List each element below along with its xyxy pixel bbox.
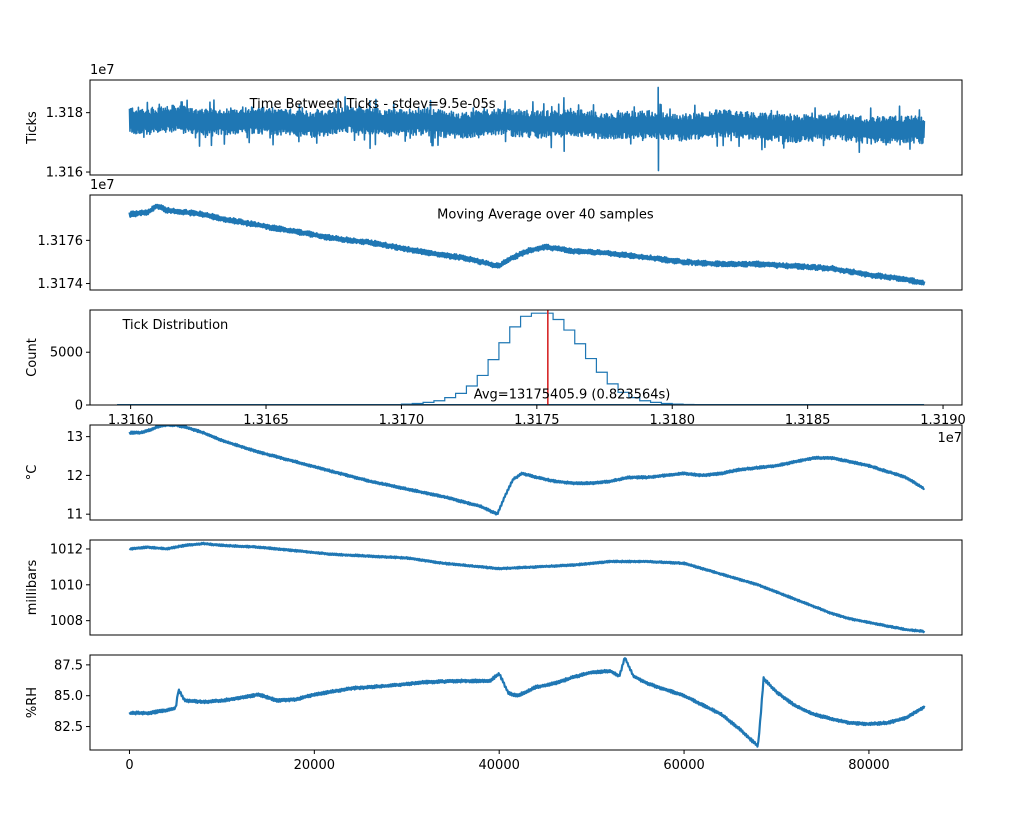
temperature-ytick-label: 12 bbox=[66, 469, 83, 484]
moving-average-ytick-label: 1.3176 bbox=[38, 234, 84, 249]
temperature-series-line bbox=[128, 425, 926, 516]
moving-average-series-line bbox=[128, 203, 926, 286]
tick-distribution-xtick-label: 1.3175 bbox=[514, 413, 560, 428]
moving-average-frame bbox=[89, 194, 963, 291]
pressure-axes: 1008 1010 1012 millibars bbox=[25, 539, 963, 636]
temperature-ylabel: °C bbox=[25, 465, 40, 481]
ticks-offset-text: 1e7 bbox=[90, 63, 115, 78]
tick-distribution-ytick-label: 0 bbox=[75, 399, 83, 414]
humidity-series-line bbox=[128, 657, 926, 748]
tick-distribution-frame bbox=[89, 309, 963, 406]
ticks-ytick-label: 1.318 bbox=[46, 106, 83, 121]
ticks-ytick-label: 1.316 bbox=[46, 166, 83, 181]
humidity-ytick-label: 85.0 bbox=[54, 689, 83, 704]
tick-distribution-step-outline bbox=[368, 312, 717, 405]
moving-average-ytick-label: 1.3174 bbox=[38, 277, 84, 292]
tick-distribution-ytick-label: 5000 bbox=[50, 346, 83, 361]
humidity-xtick-label: 80000 bbox=[848, 758, 889, 773]
humidity-ytick-label: 82.5 bbox=[54, 720, 83, 735]
temperature-frame bbox=[89, 424, 963, 521]
humidity-axes: 82.5 85.0 87.5 0 20000 40000 60000 80000 %RH bbox=[25, 654, 963, 773]
humidity-xtick-label: 40000 bbox=[479, 758, 520, 773]
temperature-axes: 11 12 13 °C bbox=[25, 424, 963, 523]
pressure-ylabel: millibars bbox=[25, 560, 40, 616]
humidity-xtick-label: 20000 bbox=[294, 758, 335, 773]
ticks-axes: 1.316 1.318 1e7 Ticks Time Between Ticks - s… bbox=[25, 63, 963, 181]
moving-average-plot-area bbox=[128, 203, 926, 286]
tick-distribution-xtick-label: 1.3190 bbox=[920, 413, 966, 428]
pressure-ytick-label: 1012 bbox=[50, 542, 83, 557]
humidity-ylabel: %RH bbox=[25, 687, 40, 718]
humidity-ytick-label: 87.5 bbox=[54, 658, 83, 673]
moving-average-annotation: Moving Average over 40 samples bbox=[437, 207, 654, 222]
ticks-frame bbox=[89, 79, 963, 176]
moving-average-offset-text: 1e7 bbox=[90, 178, 115, 193]
humidity-plot-area bbox=[128, 657, 926, 748]
temperature-ytick-label: 11 bbox=[66, 508, 83, 523]
tick-distribution-xtick-label: 1.3170 bbox=[379, 413, 425, 428]
humidity-frame bbox=[89, 654, 963, 751]
temperature-plot-area bbox=[128, 425, 926, 516]
ticks-ylabel: Ticks bbox=[25, 111, 40, 145]
moving-average-axes: 1.3174 1.3176 1e7 Moving Average over 40 sa… bbox=[38, 178, 963, 292]
pressure-ytick-label: 1008 bbox=[50, 614, 83, 629]
ticks-annotation: Time Between Ticks - stdev=9.5e-05s bbox=[249, 97, 496, 112]
tick-distribution-xtick-label: 1.3165 bbox=[243, 413, 289, 428]
tick-distribution-xtick-label: 1.3185 bbox=[785, 413, 831, 428]
tick-distribution-xtick-label: 1.3160 bbox=[108, 413, 154, 428]
tick-distribution-xtick-label: 1.3180 bbox=[649, 413, 695, 428]
humidity-xtick-label: 0 bbox=[125, 758, 133, 773]
tick-distribution-ylabel: Count bbox=[25, 338, 40, 377]
tick-distribution-axes: 0 5000 1.3160 1.3165 1.3170 1.3175 1.3180 1.318… bbox=[25, 309, 966, 446]
ticks-series-line bbox=[128, 86, 926, 172]
tick-distribution-annotation: Tick Distribution bbox=[121, 318, 228, 333]
ticks-plot-area bbox=[128, 86, 926, 172]
pressure-plot-area bbox=[128, 541, 926, 634]
tick-distribution-annotation: Avg=13175405.9 (0.823564s) bbox=[474, 387, 671, 402]
tick-distribution-offset-text: 1e7 bbox=[937, 431, 962, 446]
pressure-frame bbox=[89, 539, 963, 636]
pressure-series-line bbox=[128, 541, 926, 634]
temperature-ytick-label: 13 bbox=[66, 430, 83, 445]
pressure-ytick-label: 1010 bbox=[50, 578, 83, 593]
humidity-xtick-label: 60000 bbox=[663, 758, 704, 773]
